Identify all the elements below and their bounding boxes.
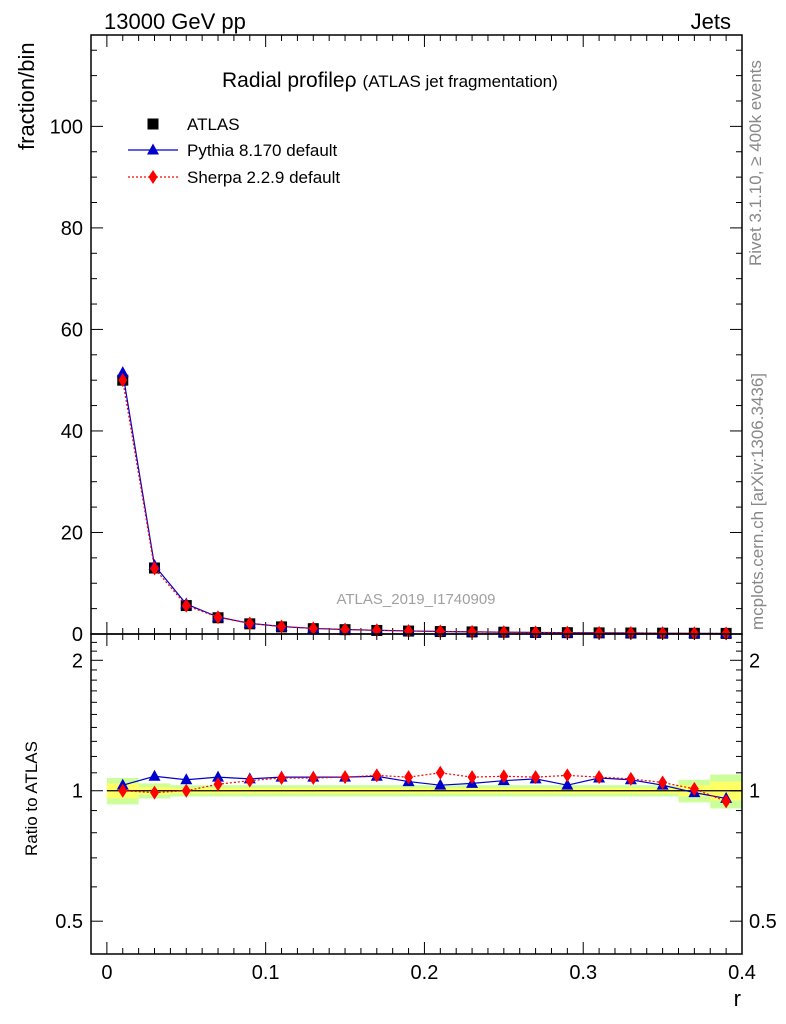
data-point: [626, 625, 636, 640]
y-tick-label-right: 2: [749, 650, 760, 672]
ratio-point: [150, 785, 160, 800]
legend-item: ATLAS: [147, 115, 240, 134]
legend: ATLAS Pythia 8.170 default Sherpa 2.2.9 de…: [128, 115, 340, 187]
ratio-point: [562, 768, 572, 783]
y-tick-label: 2: [72, 650, 83, 672]
y-axis-label-main: fraction/bin: [14, 42, 39, 150]
data-point: [116, 366, 129, 378]
ratio-point: [434, 778, 447, 790]
ratio-point: [340, 770, 350, 785]
ratio-point: [467, 770, 477, 785]
y-tick-label: 0: [72, 624, 83, 646]
y-tick-label-right: 1: [749, 781, 760, 803]
y-tick-label: 60: [61, 319, 83, 341]
data-point: [594, 625, 604, 640]
series-line: [122, 380, 727, 635]
y-tick-label: 40: [61, 421, 83, 443]
x-tick-label: 0.4: [728, 962, 756, 984]
ratio-point: [181, 783, 191, 798]
data-point: [118, 373, 128, 388]
ratio-point: [212, 770, 225, 782]
ratio-series-line: [122, 775, 727, 800]
ratio-point: [118, 783, 128, 798]
ratio-point: [561, 778, 574, 790]
x-tick-label: 0: [101, 962, 112, 984]
ratio-point: [213, 777, 223, 792]
data-point: [181, 598, 191, 613]
data-point: [562, 625, 572, 640]
y-tick-label-right: 0.5: [749, 911, 777, 933]
x-axis-label: r: [734, 986, 741, 1011]
legend-marker: [147, 118, 159, 130]
y-tick-label: 1: [72, 781, 83, 803]
legend-label: ATLAS: [187, 115, 240, 134]
ratio-point: [499, 769, 509, 784]
y-axis-label-ratio: Ratio to ATLAS: [22, 741, 41, 856]
legend-marker: [147, 143, 159, 155]
ratio-point: [308, 771, 318, 786]
ratio-point: [180, 773, 193, 785]
ratio-point: [404, 770, 414, 785]
analysis-id-label: ATLAS_2019_I1740909: [336, 591, 495, 608]
series-2: [118, 373, 731, 641]
ratio-point: [435, 765, 445, 780]
y-tick-label: 80: [61, 218, 83, 240]
category-label: Jets: [691, 9, 731, 34]
data-point: [499, 625, 509, 640]
legend-label: Sherpa 2.2.9 default: [187, 168, 340, 187]
ratio-frame: [90, 633, 743, 955]
ratio-point: [372, 768, 382, 783]
data-point: [150, 561, 160, 576]
data-point: [658, 626, 668, 641]
ratio-point: [245, 773, 255, 788]
legend-item: Pythia 8.170 default: [128, 141, 338, 160]
data-point: [340, 622, 350, 637]
y-tick-label: 20: [61, 522, 83, 544]
data-point: [435, 624, 445, 639]
data-point: [308, 621, 318, 636]
legend-marker: [148, 170, 158, 184]
ratio-point: [626, 771, 636, 786]
ratio-point: [594, 770, 604, 785]
ratio-series-line: [122, 772, 727, 802]
y-tick-label: 100: [50, 116, 83, 138]
legend-item: Sherpa 2.2.9 default: [128, 168, 340, 187]
ratio-point: [531, 770, 541, 785]
data-point: [531, 625, 541, 640]
process-label: 13000 GeV pp: [104, 9, 246, 34]
ratio-point: [148, 769, 161, 781]
data-point: [245, 616, 255, 631]
y-tick-label: 0.5: [55, 911, 83, 933]
ratio-series-1: [118, 765, 731, 809]
main-title: Radial profileρ (ATLAS jet fragmentation): [222, 69, 558, 92]
ratio-panel: 0.5 0.5 1 1 2 2 0 0.1 0.2 0.3 0.4: [55, 634, 777, 984]
x-tick-label: 0.3: [569, 962, 597, 984]
ratio-point: [689, 781, 699, 796]
x-tick-label: 0.2: [411, 962, 439, 984]
rivet-label: Rivet 3.1.10, ≥ 400k events: [746, 60, 765, 266]
ratio-point: [721, 794, 731, 809]
legend-label: Pythia 8.170 default: [187, 141, 338, 160]
x-tick-label: 0.1: [252, 962, 280, 984]
data-point: [213, 610, 223, 625]
ratio-point: [658, 775, 668, 790]
data-point: [467, 624, 477, 639]
ratio-point: [277, 771, 287, 786]
mcplots-label: mcplots.cern.ch [arXiv:1306.3436]: [748, 373, 767, 630]
data-point: [277, 619, 287, 634]
